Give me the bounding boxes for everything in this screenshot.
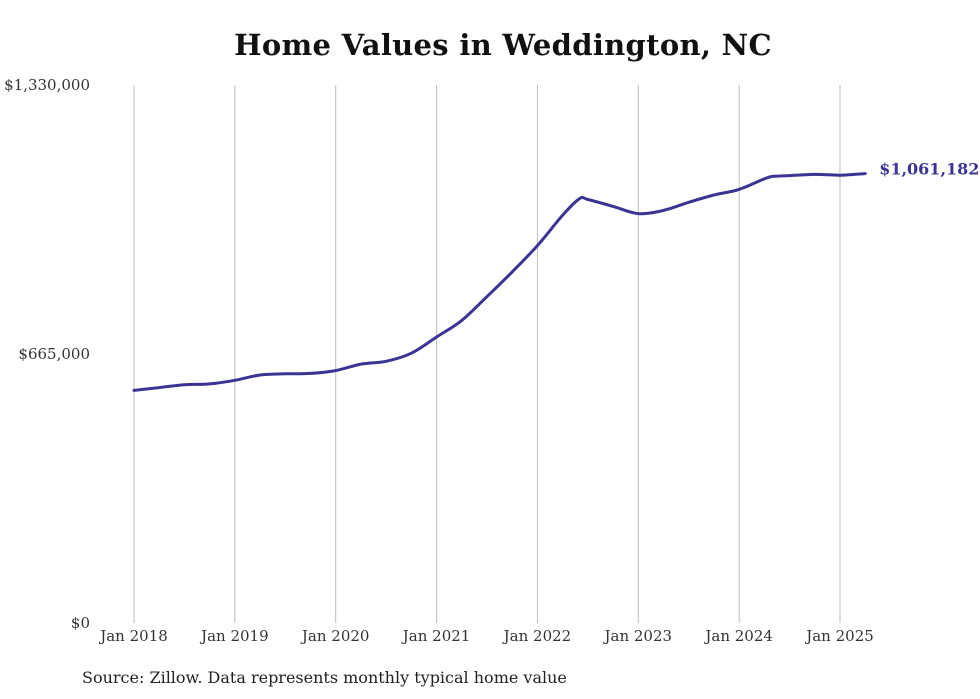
source-note: Source: Zillow. Data represents monthly …: [82, 668, 567, 687]
series-line: [132, 172, 867, 392]
x-tick-label: Jan 2019: [199, 627, 269, 645]
chart-title: Home Values in Weddington, NC: [234, 28, 772, 62]
x-axis-ticks: Jan 2018 Jan 2019 Jan 2020 Jan 2021 Jan 2022…: [98, 627, 874, 645]
y-tick-label: $1,330,000: [4, 76, 90, 94]
gridlines: [133, 85, 841, 623]
x-tick-label: Jan 2021: [401, 627, 471, 645]
y-axis-ticks: $0 $665,000 $1,330,000: [4, 76, 90, 632]
x-tick-label: Jan 2025: [804, 627, 874, 645]
end-value-label: $1,061,182: [879, 160, 979, 179]
x-tick-label: Jan 2020: [300, 627, 370, 645]
x-tick-label: Jan 2023: [603, 627, 673, 645]
x-tick-label: Jan 2018: [98, 627, 168, 645]
x-tick-label: Jan 2024: [703, 627, 773, 645]
x-tick-label: Jan 2022: [502, 627, 572, 645]
line-chart: $0$665,000$1,330,000 Jan 2018 Jan 2019 Jan…: [4, 76, 979, 645]
y-tick-label: $665,000: [18, 345, 90, 363]
y-tick-label: $0: [71, 614, 90, 632]
series-layer: [132, 172, 867, 392]
